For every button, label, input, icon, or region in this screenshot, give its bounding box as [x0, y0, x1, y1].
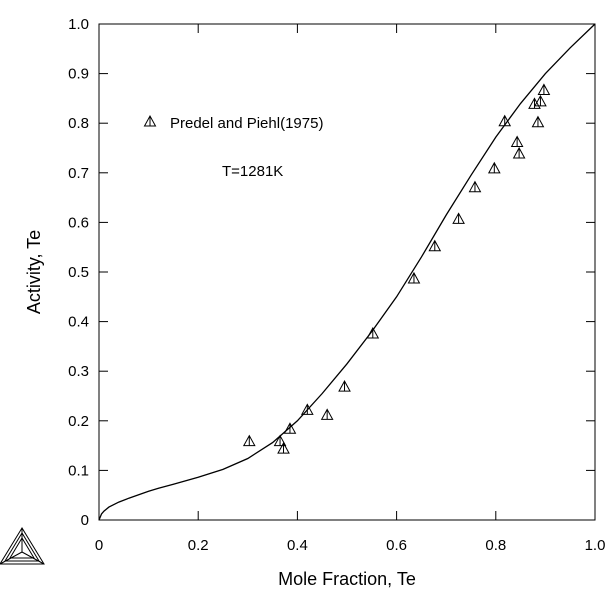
legend-marker-triangle-icon: [143, 114, 157, 127]
data-point-triangle: [487, 161, 501, 174]
y-tick-label: 0.1: [68, 462, 89, 479]
y-tick-label: 0.3: [68, 363, 89, 380]
model-curve: [98, 23, 596, 521]
x-tick-label: 0.2: [188, 537, 209, 554]
data-point-triangle: [242, 434, 256, 447]
x-tick-label: 0.6: [386, 537, 407, 554]
data-point-triangle: [528, 97, 541, 109]
legend-label: Predel and Piehl(1975): [170, 115, 323, 132]
data-point-triangle: [300, 403, 314, 415]
data-point-triangle: [283, 422, 297, 434]
y-tick-label: 0.8: [68, 115, 89, 132]
data-point-triangle: [452, 212, 465, 224]
y-tick-label: 0.9: [68, 66, 89, 83]
thermo-calc-logo-icon: [0, 527, 45, 565]
data-markers: [242, 83, 551, 454]
data-point-triangle: [531, 115, 545, 128]
y-axis-label: Activity, Te: [24, 230, 44, 314]
data-point-triangle: [407, 271, 421, 284]
data-point-triangle: [498, 114, 512, 127]
legend: Predel and Piehl(1975): [143, 114, 323, 132]
data-point-triangle: [537, 83, 551, 95]
plot-frame: [98, 23, 596, 521]
data-point-triangle: [277, 442, 290, 454]
x-axis-ticks: 0 0.2 0.4 0.6 0.8 1.0: [95, 24, 606, 554]
data-point-triangle: [273, 434, 287, 447]
y-tick-label: 0.2: [68, 413, 89, 430]
data-point-triangle: [534, 94, 547, 107]
x-tick-label: 0: [95, 537, 103, 554]
y-tick-label: 0.4: [68, 314, 89, 331]
data-point-triangle: [366, 326, 380, 339]
y-tick-label: 0.6: [68, 214, 89, 231]
y-tick-label: 0.5: [68, 264, 89, 281]
data-point-triangle: [320, 408, 334, 420]
y-axis-ticks: 0 0.1 0.2 0.3 0.4 0.5 0.6 0.7 0.8 0.9 1.0: [68, 16, 595, 529]
data-point-triangle: [468, 180, 482, 193]
data-point-triangle: [428, 239, 442, 252]
x-tick-label: 0.8: [485, 537, 506, 554]
data-point-triangle: [338, 380, 351, 392]
y-tick-label: 0.7: [68, 165, 89, 182]
temperature-annotation: T=1281K: [222, 163, 283, 180]
x-axis-label: Mole Fraction, Te: [278, 569, 416, 589]
y-tick-label: 0: [81, 512, 89, 529]
data-point-triangle: [510, 135, 524, 148]
data-point-triangle: [512, 146, 526, 159]
x-tick-label: 0.4: [287, 537, 308, 554]
y-tick-label: 1.0: [68, 16, 89, 33]
x-tick-label: 1.0: [585, 537, 606, 554]
